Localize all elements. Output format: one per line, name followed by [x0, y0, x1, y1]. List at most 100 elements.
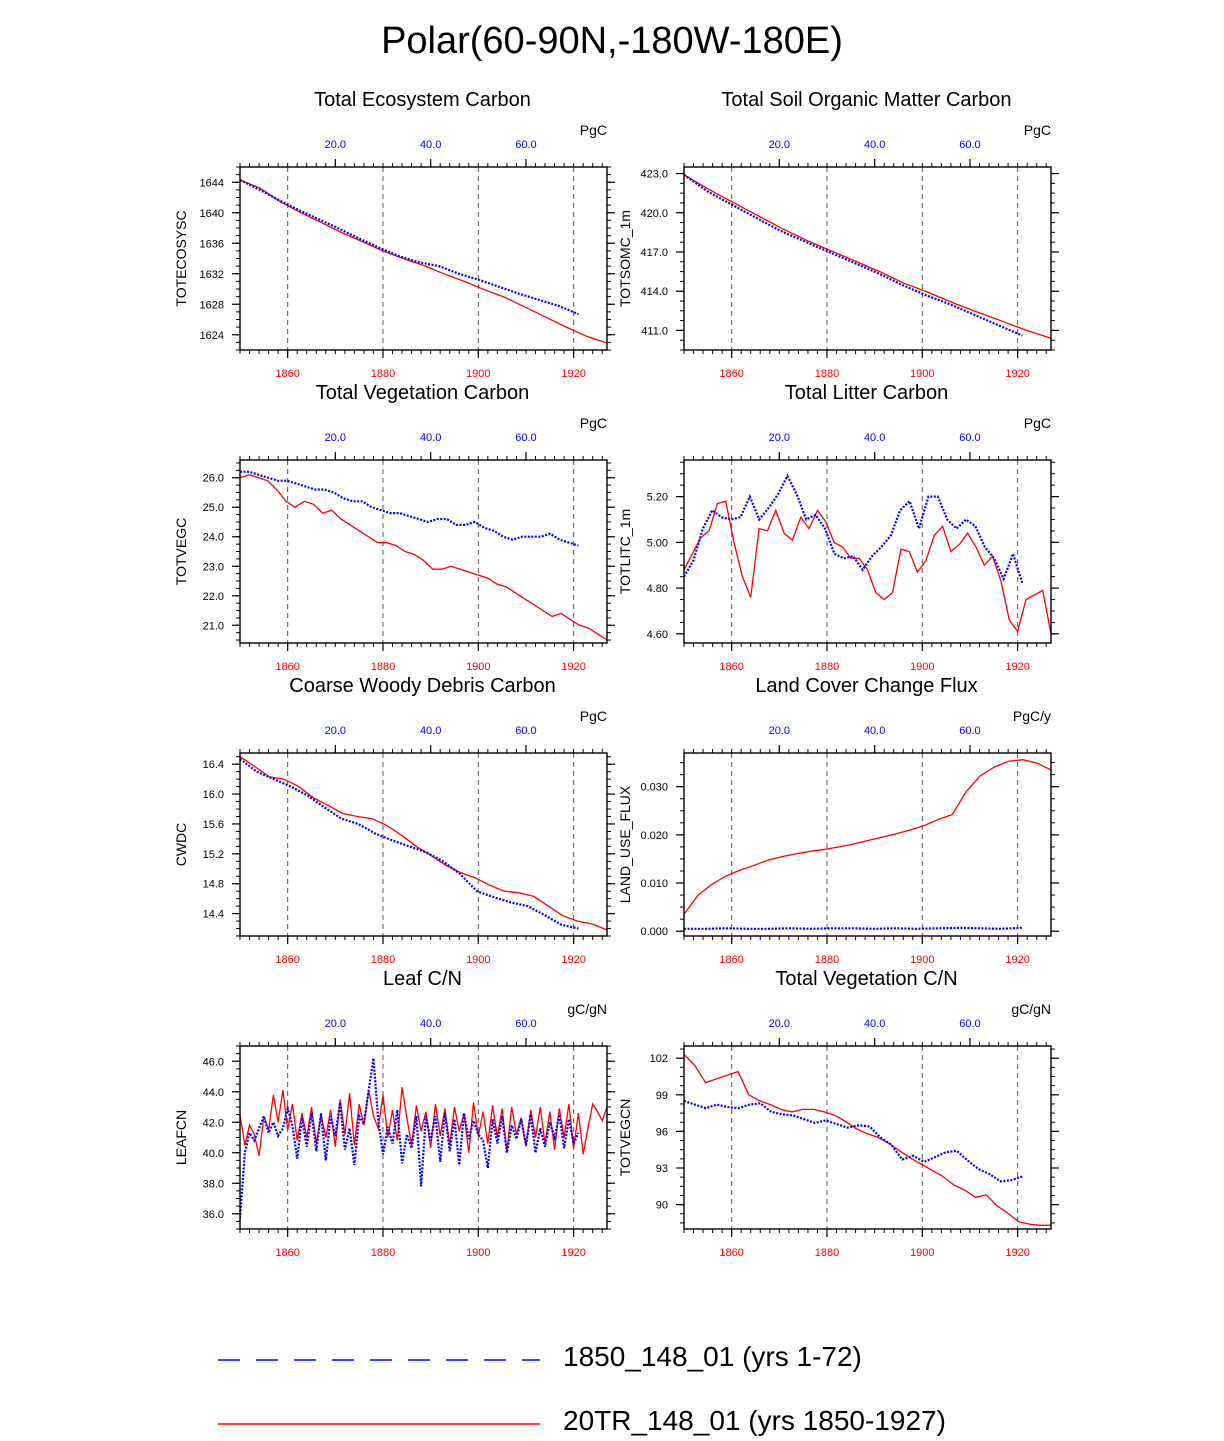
y-tick-label: 0.030 [640, 782, 668, 794]
x-top-tick-label: 60.0 [959, 725, 980, 737]
y-tick-label: 417.0 [640, 247, 668, 259]
plot-frame [683, 1045, 1052, 1230]
x-tick-label: 1900 [466, 661, 490, 673]
panel-units: PgC [580, 708, 607, 724]
legend-label-control: 1850_148_01 (yrs 1-72) [563, 1341, 862, 1372]
panel-1: Total Ecosystem Carbon PgC TOTECOSYSC 1860 1… [173, 89, 615, 380]
x-tick-label: 1920 [1005, 954, 1029, 966]
x-top-tick-label: 40.0 [864, 725, 885, 737]
y-tick-label: 1640 [200, 208, 224, 220]
y-axis-label: TOTECOSYSC [173, 210, 189, 306]
x-tick-label: 1860 [275, 1247, 299, 1259]
series-line-transient [684, 174, 1051, 339]
x-tick-label: 1860 [719, 1247, 743, 1259]
x-tick-label: 1880 [815, 1247, 839, 1259]
x-tick-label: 1860 [719, 661, 743, 673]
y-tick-label: 26.0 [203, 473, 224, 485]
x-tick-label: 1920 [1005, 368, 1029, 380]
x-tick-label: 1900 [910, 661, 934, 673]
panel-units: PgC [1024, 122, 1051, 138]
x-tick-label: 1920 [561, 368, 585, 380]
figure-title: Polar(60-90N,-180W-180E) [381, 20, 843, 62]
x-top-tick-label: 40.0 [420, 1018, 441, 1030]
y-axis-label: TOTLITC_1m [617, 509, 633, 594]
y-tick-label: 1624 [200, 330, 224, 342]
series-line-transient [240, 1087, 607, 1156]
y-tick-label: 0.000 [640, 926, 668, 938]
y-tick-label: 14.4 [203, 909, 224, 921]
panel-6: Land Cover Change Flux PgC/y LAND_USE_FLUX… [617, 675, 1059, 966]
y-tick-label: 5.20 [647, 492, 668, 504]
y-tick-label: 4.80 [647, 583, 668, 595]
x-top-tick-label: 20.0 [325, 725, 346, 737]
panel-title: Total Litter Carbon [785, 382, 948, 404]
panel-title: Coarse Woody Debris Carbon [289, 675, 555, 697]
y-axis-label: LEAFCN [173, 1110, 189, 1165]
y-tick-label: 38.0 [203, 1178, 224, 1190]
x-tick-label: 1860 [275, 661, 299, 673]
x-top-tick-label: 40.0 [864, 139, 885, 151]
y-tick-label: 96 [656, 1126, 668, 1138]
panel-title: Leaf C/N [383, 968, 462, 990]
x-top-tick-label: 20.0 [769, 725, 790, 737]
y-tick-label: 40.0 [203, 1148, 224, 1160]
y-tick-label: 420.0 [640, 208, 668, 220]
y-tick-label: 1632 [200, 269, 224, 281]
x-top-tick-label: 60.0 [515, 139, 536, 151]
x-top-tick-label: 40.0 [864, 1018, 885, 1030]
plot-frame [239, 1045, 608, 1230]
y-tick-label: 411.0 [641, 325, 668, 337]
x-tick-label: 1860 [275, 954, 299, 966]
panel-8: Total Vegetation C/N gC/gN TOTVEGCN 1860 188… [617, 968, 1059, 1259]
x-tick-label: 1880 [371, 368, 395, 380]
y-tick-label: 15.6 [203, 819, 224, 831]
x-tick-label: 1900 [910, 954, 934, 966]
y-tick-label: 93 [656, 1163, 668, 1175]
plot-frame [683, 459, 1052, 644]
panel-title: Land Cover Change Flux [755, 675, 977, 697]
series-line-transient [240, 474, 607, 641]
x-top-tick-label: 20.0 [769, 139, 790, 151]
x-tick-label: 1880 [815, 954, 839, 966]
panel-5: Coarse Woody Debris Carbon PgC CWDC 1860 188… [173, 675, 615, 966]
y-tick-label: 16.0 [203, 789, 224, 801]
x-top-tick-label: 20.0 [325, 139, 346, 151]
panel-units: PgC [580, 415, 607, 431]
series-line-transient [684, 759, 1051, 915]
y-axis-label: TOTVEGCN [617, 1099, 633, 1177]
y-tick-label: 22.0 [203, 591, 224, 603]
x-tick-label: 1920 [561, 954, 585, 966]
x-top-tick-label: 40.0 [864, 432, 885, 444]
series-line-transient [240, 179, 607, 344]
plot-frame [683, 166, 1052, 351]
y-tick-label: 25.0 [203, 502, 224, 514]
x-tick-label: 1880 [815, 661, 839, 673]
plot-frame [239, 752, 608, 937]
y-tick-label: 46.0 [203, 1056, 224, 1068]
x-tick-label: 1920 [561, 661, 585, 673]
x-top-tick-label: 60.0 [515, 725, 536, 737]
x-tick-label: 1880 [371, 954, 395, 966]
x-top-tick-label: 60.0 [959, 139, 980, 151]
y-tick-label: 0.010 [640, 878, 668, 890]
y-tick-label: 23.0 [203, 561, 224, 573]
series-line-control [684, 473, 1024, 584]
y-axis-label: LAND_USE_FLUX [617, 785, 633, 903]
y-tick-label: 36.0 [203, 1209, 224, 1221]
panel-units: PgC/y [1013, 708, 1051, 724]
y-axis-label: CWDC [173, 823, 189, 867]
y-tick-label: 0.020 [640, 830, 668, 842]
x-tick-label: 1900 [910, 368, 934, 380]
x-tick-label: 1880 [815, 368, 839, 380]
y-tick-label: 24.0 [203, 532, 224, 544]
plot-frame [239, 166, 608, 351]
y-tick-label: 15.2 [203, 849, 224, 861]
x-top-tick-label: 60.0 [515, 432, 536, 444]
series-line-control [240, 758, 579, 930]
y-tick-label: 99 [656, 1090, 668, 1102]
x-top-tick-label: 40.0 [420, 432, 441, 444]
y-tick-label: 14.8 [203, 879, 224, 891]
panel-units: gC/gN [1011, 1001, 1051, 1017]
series-line-transient [684, 1054, 1051, 1226]
